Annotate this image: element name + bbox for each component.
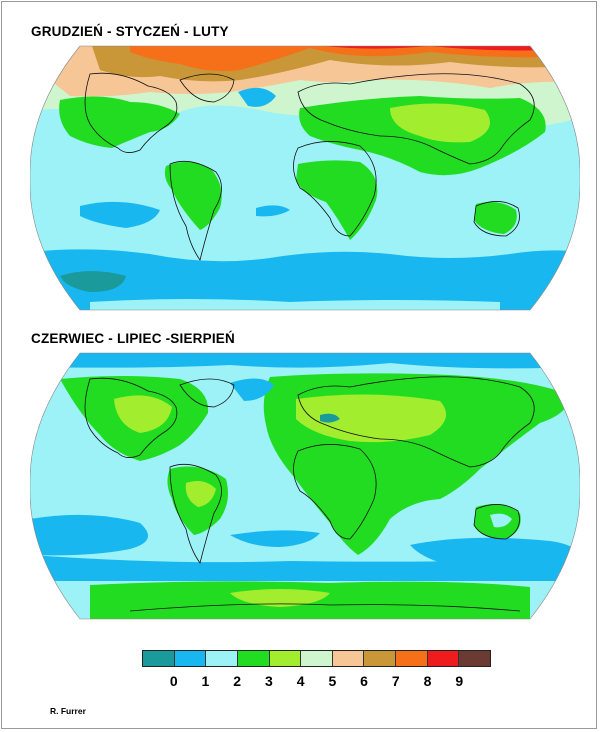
legend-tick-6: 6	[360, 673, 368, 689]
legend-swatch-3	[237, 651, 270, 666]
legend-swatch-10	[459, 651, 491, 666]
zone-light-australia-interior	[490, 513, 512, 528]
zone-green-australia	[474, 202, 517, 234]
zone-red-north	[260, 46, 550, 51]
legend-swatch-6	[332, 651, 365, 666]
zone-green-north-america	[59, 96, 180, 148]
zone-teal-mediterranean	[320, 413, 340, 423]
legend-swatch-2	[206, 651, 238, 666]
legend-tick-4: 4	[296, 673, 305, 689]
zone-yellowgreen-south-america	[185, 481, 216, 507]
coastlines-winter	[84, 72, 535, 261]
legend-tick-3: 3	[265, 673, 273, 689]
legend-tick-9: 9	[455, 673, 464, 689]
legend-swatch-1	[174, 651, 207, 666]
panel-title-summer: CZERWIEC - LIPIEC -SIERPIEŃ	[31, 331, 235, 346]
zone-yellowgreen-north-america	[114, 395, 172, 433]
zone-yellowgreen-antarctica	[230, 589, 330, 607]
legend-swatch-0	[143, 651, 175, 666]
zone-green-africa	[296, 160, 378, 240]
map-winter	[30, 45, 580, 311]
zone-blue-north-atlantic	[230, 378, 274, 401]
legend-tick-8: 8	[423, 673, 432, 689]
zone-yellowgreen-asia	[390, 103, 490, 143]
zone-green-south-america	[164, 161, 222, 230]
zone-blue-southern-belt	[30, 555, 580, 581]
zone-light-antarctic-coast	[90, 299, 500, 310]
zone-teal-south-pacific	[60, 271, 126, 292]
zone-blue-arctic	[30, 353, 580, 369]
color-scale-legend	[142, 650, 491, 667]
legend-swatch-5	[301, 651, 333, 666]
legend-tick-7: 7	[391, 673, 400, 689]
map-summer	[30, 352, 580, 620]
zone-blue-north-atlantic	[238, 87, 276, 107]
author-credit: R. Furrer	[50, 706, 86, 716]
coastlines-summer	[84, 376, 535, 612]
legend-swatch-7	[364, 651, 397, 666]
legend-tick-5: 5	[328, 673, 337, 689]
zone-blue-south-atlantic	[230, 530, 320, 547]
panel-title-winter: GRUDZIEŃ - STYCZEŃ - LUTY	[31, 24, 229, 39]
zone-yellowgreen-eurasia	[296, 394, 447, 443]
legend-swatch-9	[427, 651, 460, 666]
zone-blue-south-pacific	[30, 514, 148, 556]
legend-tick-1: 1	[201, 673, 210, 689]
zone-blue-south-atlantic	[256, 205, 290, 217]
legend-tick-0: 0	[169, 673, 178, 689]
legend-swatch-8	[396, 651, 428, 666]
legend-tick-2: 2	[233, 673, 242, 689]
zone-blue-south-pacific	[80, 201, 160, 228]
legend-swatch-4	[269, 651, 302, 666]
